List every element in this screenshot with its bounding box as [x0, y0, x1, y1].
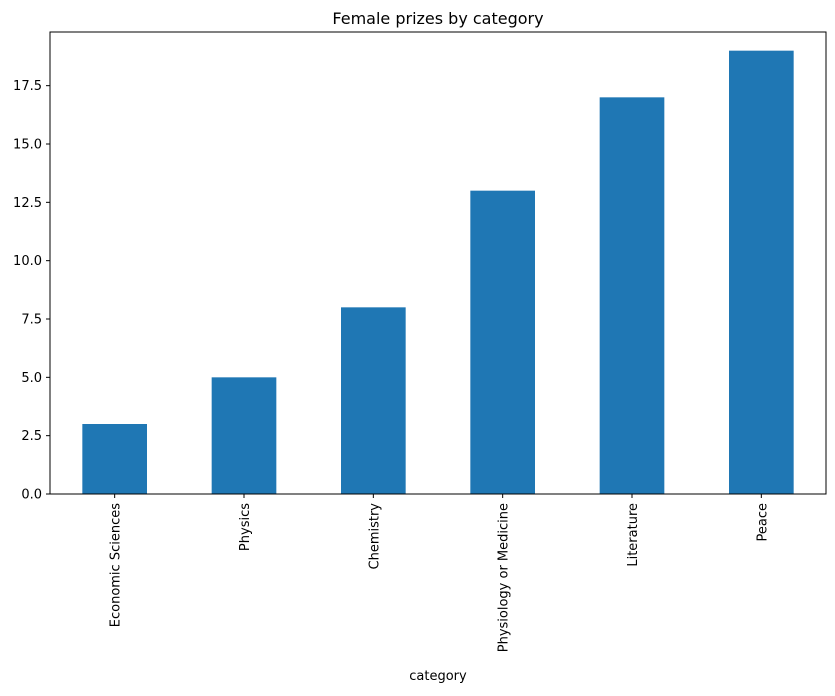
- x-tick-label: Physics: [238, 503, 253, 551]
- x-axis: Economic Sciences Physics Chemistry Physiol…: [109, 494, 770, 652]
- y-tick-label: 10.0: [13, 254, 42, 269]
- x-axis-label: category: [409, 669, 467, 684]
- y-tick-label: 15.0: [13, 138, 42, 153]
- bars-group: [82, 50, 794, 495]
- bar-economic-sciences: [82, 424, 147, 494]
- y-tick-label: 17.5: [13, 79, 42, 94]
- y-tick-label: 7.5: [21, 313, 42, 328]
- x-tick-label: Physiology or Medicine: [497, 503, 512, 652]
- y-tick-label: 5.0: [21, 371, 42, 386]
- x-tick-label: Literature: [626, 503, 641, 567]
- chart-title: Female prizes by category: [332, 9, 543, 28]
- bar-literature: [599, 97, 665, 494]
- x-tick-label: Economic Sciences: [109, 503, 124, 627]
- x-tick-label: Peace: [755, 503, 770, 542]
- y-axis: 0.0 2.5 5.0 7.5 10.0 12.5 15.0 17.5: [13, 79, 50, 503]
- x-tick-label: Chemistry: [367, 503, 382, 570]
- y-tick-label: 12.5: [13, 196, 42, 211]
- y-tick-label: 0.0: [21, 488, 42, 503]
- bar-physics: [211, 377, 277, 494]
- bar-peace: [729, 50, 794, 495]
- bar-physiology-or-medicine: [470, 190, 535, 494]
- y-tick-label: 2.5: [21, 429, 42, 444]
- bar-chemistry: [341, 307, 406, 494]
- plot-frame: [49, 31, 827, 495]
